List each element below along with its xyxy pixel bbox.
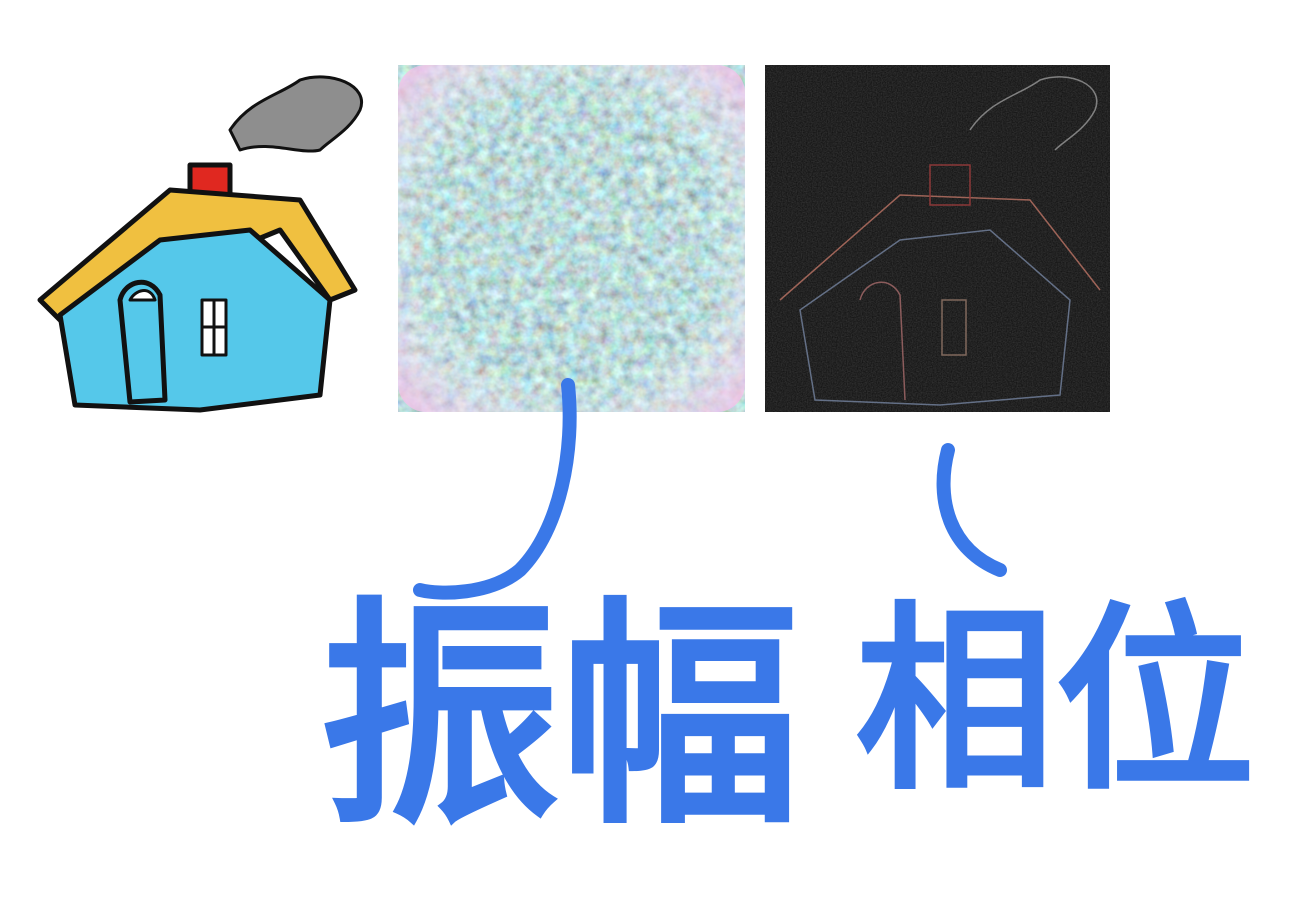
amplitude-image bbox=[398, 65, 745, 412]
phase-label: 相位 bbox=[855, 585, 1255, 818]
house-image bbox=[37, 75, 364, 413]
annotation-strokes bbox=[413, 378, 1007, 600]
phase-image bbox=[765, 65, 1110, 412]
amplitude-label: 振幅 bbox=[320, 577, 800, 857]
